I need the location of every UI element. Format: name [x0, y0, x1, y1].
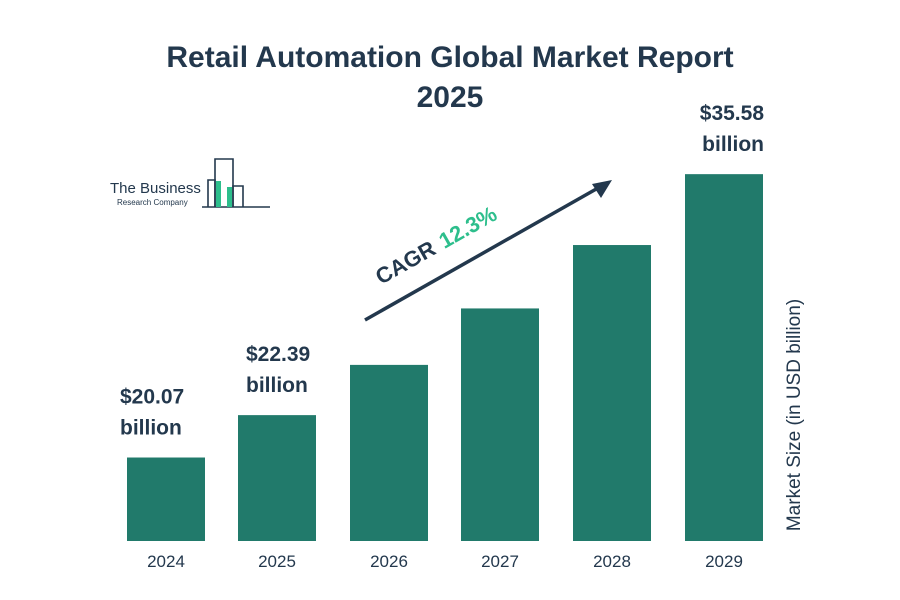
- company-logo: The Business Research Company: [110, 158, 270, 208]
- logo-fill-bar: [216, 181, 221, 207]
- bar-2026: [350, 364, 428, 541]
- chart-title-line-2: 2025: [416, 81, 484, 114]
- data-label-unit: billion: [246, 374, 308, 397]
- bars-group: [127, 174, 763, 542]
- data-label-value: $35.58: [700, 102, 765, 125]
- bar-2027: [461, 308, 539, 541]
- y-axis-label: Market Size (in USD billion): [784, 299, 805, 531]
- logo-text-line-2: Research Company: [117, 198, 188, 207]
- data-label-unit: billion: [702, 133, 764, 156]
- logo-text-line-1: The Business: [110, 180, 201, 197]
- cagr-value: 12.3%: [434, 201, 501, 253]
- data-labels: $20.07 billion $22.39 billion $35.58 billion: [120, 102, 764, 439]
- x-axis-ticks: 2024 2025 2026 2027 2028 2029: [147, 552, 743, 571]
- data-label-value: $20.07: [120, 386, 184, 409]
- bar-2024: [127, 457, 205, 541]
- x-tick-label: 2024: [147, 552, 185, 571]
- x-tick-label: 2025: [258, 552, 296, 571]
- cagr-arrow-head-icon: [592, 180, 612, 198]
- logo-fill-bar: [227, 187, 232, 207]
- cagr-prefix: CAGR: [371, 236, 440, 290]
- x-tick-label: 2029: [705, 552, 743, 571]
- x-tick-label: 2028: [593, 552, 631, 571]
- x-tick-label: 2027: [481, 552, 519, 571]
- chart-title-line-1: Retail Automation Global Market Report: [166, 41, 734, 74]
- chart-title: Retail Automation Global Market Report 2…: [0, 38, 900, 118]
- bar-2029: [685, 174, 763, 541]
- logo-buildings-icon: [202, 158, 270, 208]
- data-label-value: $22.39: [246, 343, 310, 366]
- cagr-label: CAGR12.3%: [371, 201, 501, 289]
- x-tick-label: 2026: [370, 552, 408, 571]
- bar-2028: [573, 245, 651, 542]
- data-label-unit: billion: [120, 417, 182, 440]
- cagr-arrow-line: [364, 186, 599, 322]
- bar-2025: [238, 415, 316, 541]
